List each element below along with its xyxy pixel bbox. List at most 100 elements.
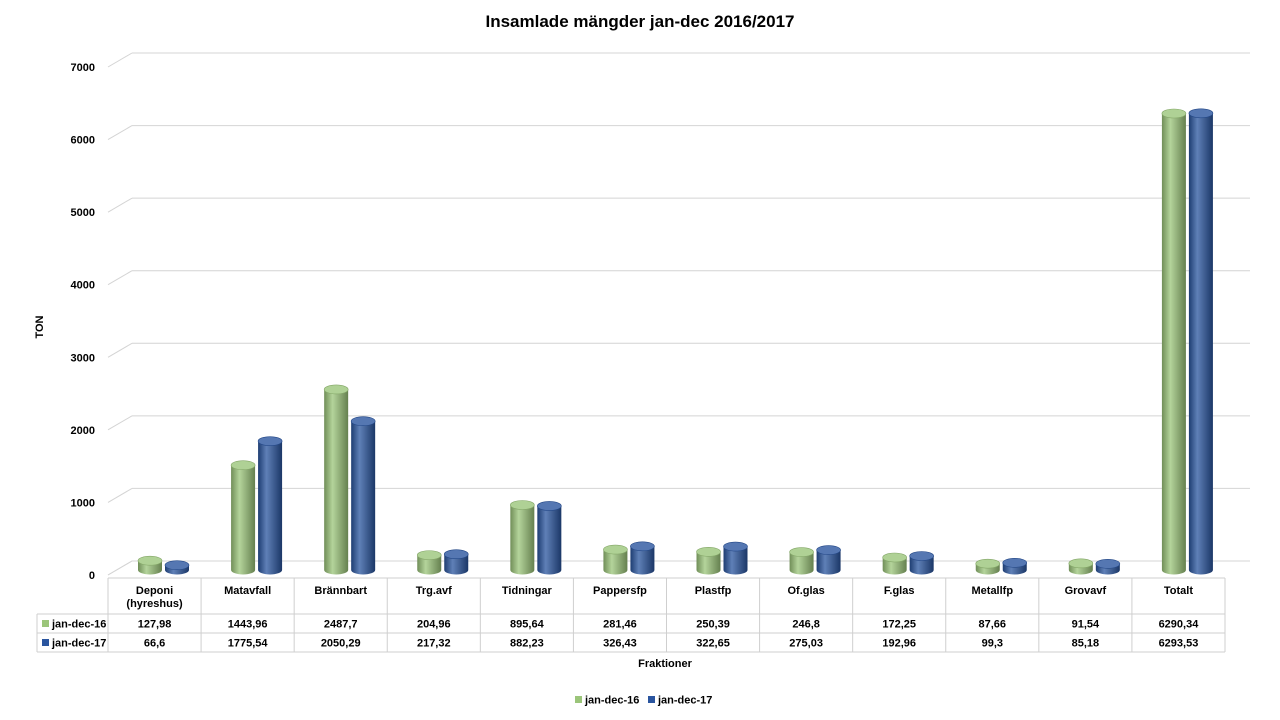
bar-body <box>882 557 907 575</box>
x-axis-label: Fraktioner <box>638 658 693 670</box>
bar <box>816 545 841 575</box>
y-tick-label: 3000 <box>71 352 95 364</box>
table-value: 204,96 <box>417 619 451 631</box>
bars <box>137 108 1214 575</box>
table-legend-key <box>42 639 49 646</box>
bar-body <box>231 465 256 575</box>
bar-body <box>603 549 628 575</box>
category-label: Metallfp <box>972 585 1014 597</box>
category-label: Deponi <box>136 585 173 597</box>
table-value: 85,18 <box>1072 638 1100 650</box>
bar-top <box>1188 108 1214 119</box>
y-axis-ticks: 0 1000 2000 3000 4000 5000 6000 7000 <box>71 62 95 582</box>
table-value: 250,39 <box>696 619 730 631</box>
bar-top <box>975 558 1001 569</box>
gridline-side <box>107 487 133 503</box>
bar <box>416 550 442 575</box>
data-table: Deponi(hyreshus) Matavfall Brännbart Trg.av… <box>36 577 1226 653</box>
table-value: 246,8 <box>792 619 820 631</box>
gridline-side <box>107 197 133 213</box>
bar-top <box>1095 559 1121 569</box>
bar-body <box>789 552 814 575</box>
category-label: Grovavf <box>1065 585 1107 597</box>
bar-top <box>323 384 349 395</box>
bar-body <box>630 546 655 575</box>
table-value: 275,03 <box>789 638 823 650</box>
bar-top <box>230 460 256 471</box>
table-value: 192,96 <box>882 638 916 650</box>
gridline-side <box>107 52 133 68</box>
bar <box>1068 558 1094 575</box>
bar-top <box>257 436 283 446</box>
table-value: 172,25 <box>882 619 916 631</box>
bar <box>537 501 562 575</box>
category-label: Tidningar <box>502 585 553 597</box>
bar-top <box>537 501 562 511</box>
bar-top <box>882 552 907 563</box>
table-legend-key <box>42 620 49 627</box>
bar <box>696 547 721 575</box>
table-value: 217,32 <box>417 638 451 650</box>
bar-body <box>351 421 376 575</box>
bar <box>1002 557 1028 575</box>
legend-label: jan-dec-16 <box>584 695 639 707</box>
category-label: Matavfall <box>224 585 271 597</box>
bar-top <box>443 549 469 560</box>
bar-top <box>630 541 655 552</box>
bar-top <box>350 416 376 427</box>
bar <box>230 460 256 575</box>
y-tick-label: 5000 <box>71 207 95 219</box>
gridline-side <box>107 342 133 358</box>
bar-top <box>723 541 748 552</box>
bar <box>630 541 655 575</box>
bar-top <box>789 547 814 557</box>
bar-body <box>510 505 535 575</box>
bar-top <box>137 555 163 566</box>
table-value: 326,43 <box>603 638 637 650</box>
bar-body <box>816 550 841 575</box>
bar-top <box>816 545 841 555</box>
table-value: 6293,53 <box>1159 638 1199 650</box>
category-label: Totalt <box>1164 585 1193 597</box>
bar-top <box>1002 557 1028 568</box>
bar-top <box>603 544 628 555</box>
bar <box>510 500 535 575</box>
gridline-side <box>107 270 133 286</box>
gridlines <box>107 52 1250 576</box>
bar <box>789 547 814 575</box>
bar-body <box>1161 113 1186 575</box>
bar <box>1188 108 1214 575</box>
category-label: F.glas <box>884 585 915 597</box>
floor-edge <box>107 560 1250 576</box>
y-tick-label: 4000 <box>71 280 95 292</box>
table-value: 66,6 <box>144 638 165 650</box>
y-tick-label: 7000 <box>71 62 95 74</box>
bar <box>603 544 628 575</box>
category-label: Trg.avf <box>416 585 452 597</box>
legend-label: jan-dec-17 <box>657 695 712 707</box>
y-tick-label: 1000 <box>71 497 95 509</box>
table-value: 281,46 <box>603 619 637 631</box>
y-axis-label: TON <box>34 315 46 338</box>
category-label: (hyreshus) <box>126 598 183 610</box>
bar <box>882 552 907 575</box>
bar-top <box>164 560 190 570</box>
bar <box>443 549 469 575</box>
bar-body <box>696 551 721 575</box>
bar <box>323 384 349 575</box>
bar <box>1095 559 1121 575</box>
legend-key <box>648 696 655 703</box>
table-value: 1775,54 <box>228 638 269 650</box>
chart-title: Insamlade mängder jan-dec 2016/2017 <box>486 12 795 31</box>
bar-body <box>417 555 442 575</box>
y-tick-label: 2000 <box>71 425 95 437</box>
bar-top <box>696 547 721 557</box>
bar-body <box>258 441 283 575</box>
bar-top <box>510 500 535 510</box>
table-value: 1443,96 <box>228 619 268 631</box>
bar-top <box>1161 108 1187 119</box>
table-value: 99,3 <box>982 638 1003 650</box>
table-value: 882,23 <box>510 638 544 650</box>
bar-top <box>1068 558 1094 569</box>
